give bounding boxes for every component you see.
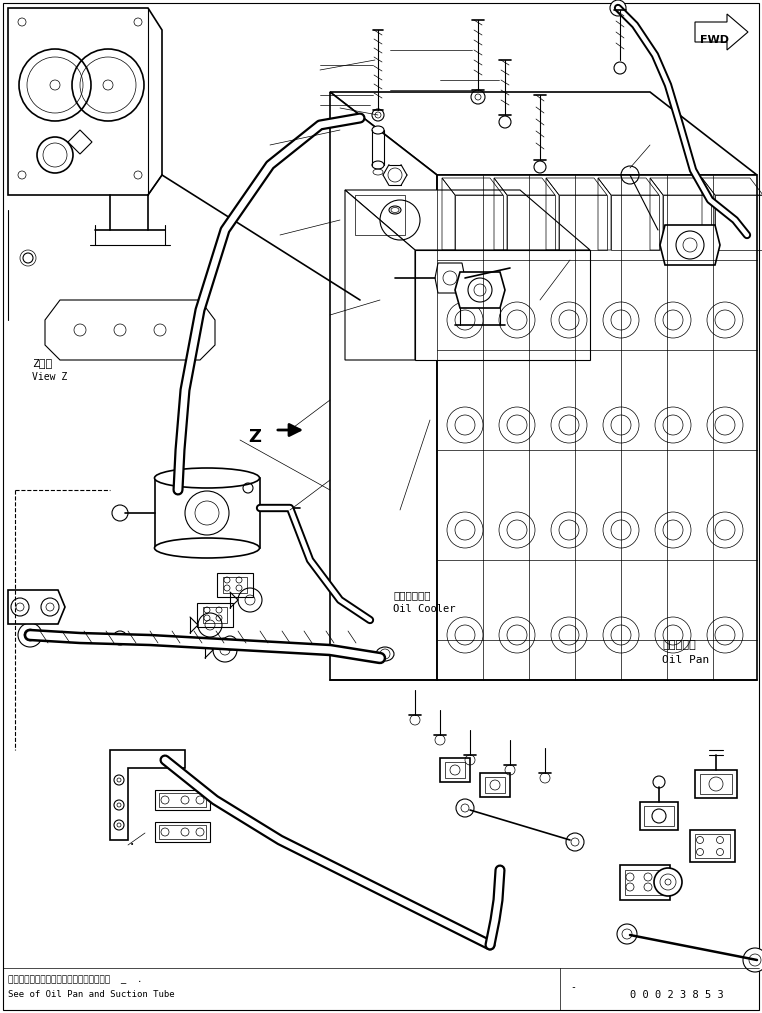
Text: FWD: FWD xyxy=(700,35,729,45)
Bar xyxy=(217,573,253,597)
Bar xyxy=(625,870,665,895)
Polygon shape xyxy=(110,750,185,840)
Bar xyxy=(159,793,206,807)
Circle shape xyxy=(610,0,626,16)
Ellipse shape xyxy=(372,126,384,134)
Text: See of Oil Pan and Suction Tube: See of Oil Pan and Suction Tube xyxy=(8,990,174,999)
Text: オイルパンおよびサクションチューブ参照  _  .: オイルパンおよびサクションチューブ参照 _ . xyxy=(8,975,142,984)
Polygon shape xyxy=(330,92,757,175)
Text: オイルクーラ: オイルクーラ xyxy=(393,590,431,600)
Polygon shape xyxy=(455,272,505,308)
Circle shape xyxy=(11,598,29,616)
Bar xyxy=(620,865,670,900)
Polygon shape xyxy=(45,300,215,360)
Bar xyxy=(644,806,674,826)
Bar xyxy=(695,834,730,858)
Text: View Z: View Z xyxy=(32,372,67,382)
Text: Z: Z xyxy=(248,428,261,446)
Bar xyxy=(155,822,210,842)
Circle shape xyxy=(114,800,124,810)
Circle shape xyxy=(617,924,637,944)
Circle shape xyxy=(18,623,42,647)
Circle shape xyxy=(238,588,262,612)
Circle shape xyxy=(103,80,113,90)
Polygon shape xyxy=(330,92,437,680)
Text: オイルパン: オイルパン xyxy=(662,640,696,650)
Bar xyxy=(695,770,737,798)
Circle shape xyxy=(114,820,124,830)
Bar xyxy=(485,777,505,793)
Bar xyxy=(203,607,227,623)
Polygon shape xyxy=(345,190,415,360)
Polygon shape xyxy=(437,175,757,680)
Circle shape xyxy=(114,775,124,785)
Text: Oil Pan: Oil Pan xyxy=(662,655,709,665)
Ellipse shape xyxy=(155,468,260,488)
Bar xyxy=(440,758,470,782)
Circle shape xyxy=(654,868,682,897)
Circle shape xyxy=(113,631,127,645)
Text: -: - xyxy=(570,982,576,992)
Circle shape xyxy=(50,80,60,90)
Text: 0 0 0 2 3 8 5 3: 0 0 0 2 3 8 5 3 xyxy=(630,990,724,1000)
Bar xyxy=(640,802,678,830)
Circle shape xyxy=(456,799,474,817)
Circle shape xyxy=(213,638,237,663)
Circle shape xyxy=(566,833,584,851)
Polygon shape xyxy=(660,225,720,265)
Text: •: • xyxy=(130,842,134,848)
Text: Oil Cooler: Oil Cooler xyxy=(393,604,456,614)
Bar xyxy=(355,194,405,235)
Polygon shape xyxy=(695,14,748,50)
Bar xyxy=(155,790,210,810)
Bar xyxy=(197,603,233,627)
Ellipse shape xyxy=(372,161,384,169)
Bar xyxy=(480,773,510,797)
Bar xyxy=(223,577,247,593)
Circle shape xyxy=(198,613,222,637)
Bar xyxy=(445,762,465,778)
Polygon shape xyxy=(155,478,260,548)
Polygon shape xyxy=(8,590,65,624)
Ellipse shape xyxy=(376,647,394,661)
Bar xyxy=(159,825,206,839)
Circle shape xyxy=(41,598,59,616)
Text: Z　視: Z 視 xyxy=(32,358,53,368)
Polygon shape xyxy=(415,250,590,360)
Circle shape xyxy=(743,948,762,972)
Polygon shape xyxy=(345,190,590,250)
Polygon shape xyxy=(8,8,162,194)
Polygon shape xyxy=(435,263,465,293)
Ellipse shape xyxy=(155,538,260,558)
Circle shape xyxy=(223,636,237,650)
Bar xyxy=(700,774,732,794)
Bar xyxy=(690,830,735,862)
